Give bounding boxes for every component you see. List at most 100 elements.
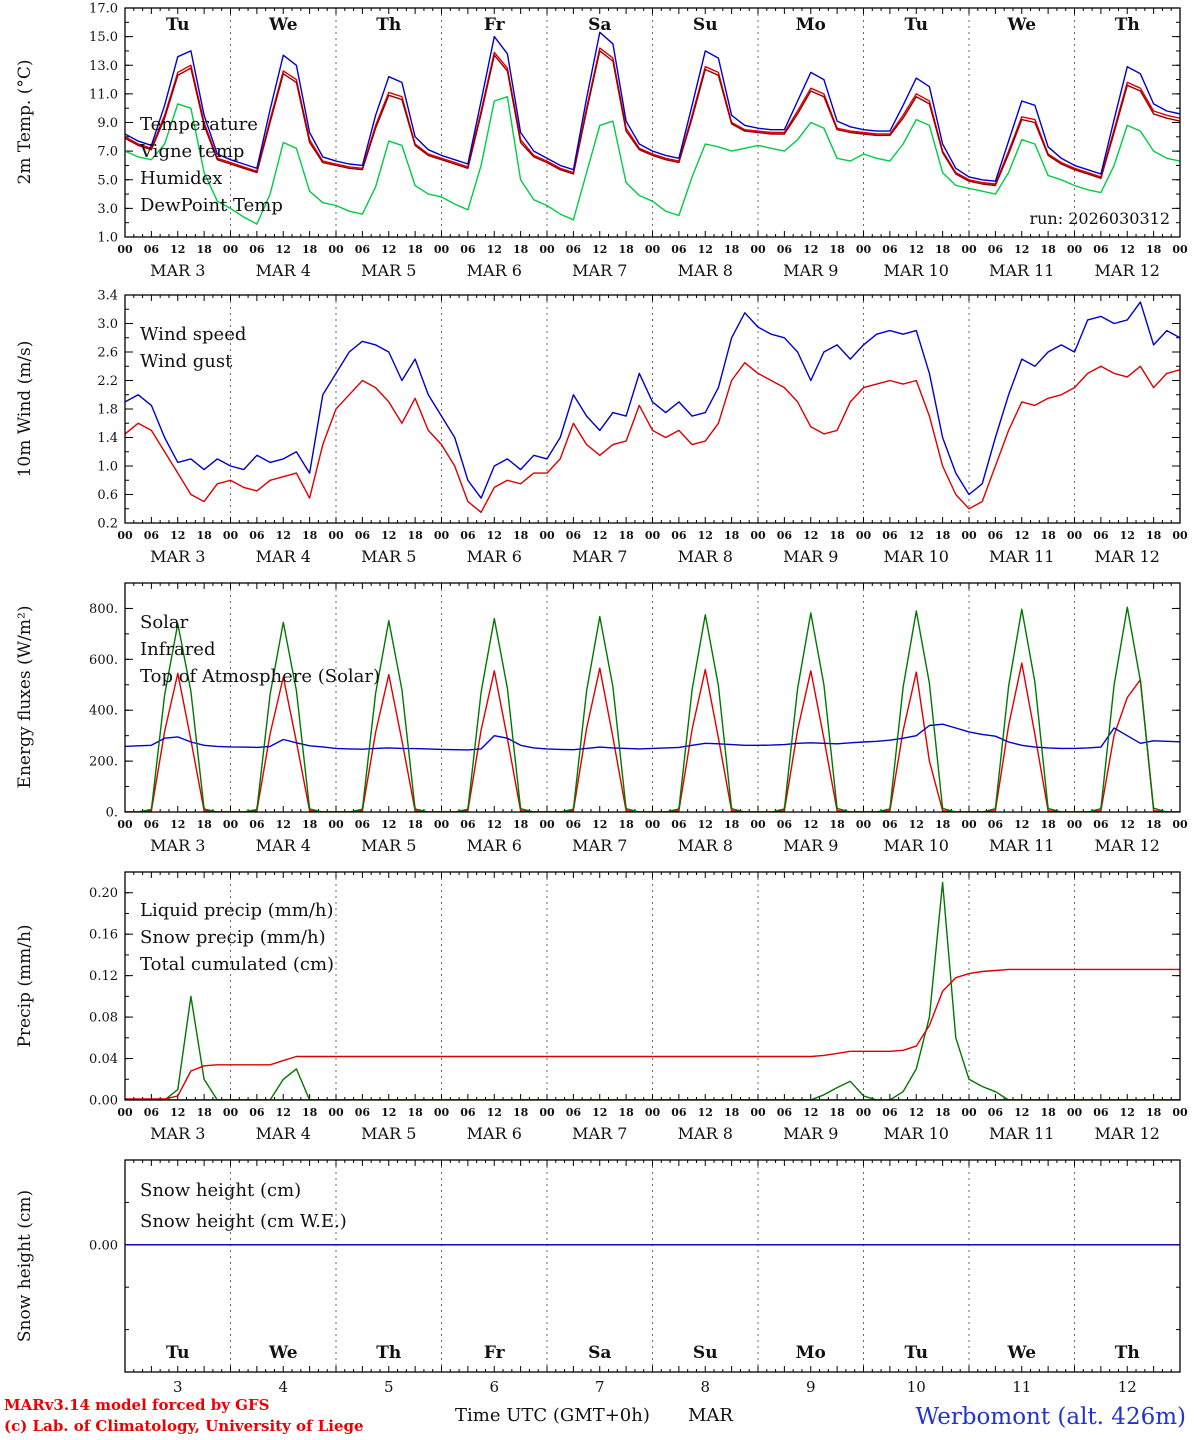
hour-label: 06 — [777, 1106, 793, 1119]
hour-label: 06 — [566, 818, 582, 831]
hour-label: 00 — [645, 529, 661, 542]
series-dewpoint — [125, 95, 1180, 225]
hour-label: 18 — [1040, 818, 1056, 831]
series-total-cumulated — [125, 968, 1180, 1100]
y-tick-label: 400. — [89, 704, 118, 719]
hour-label: 12 — [1014, 243, 1029, 256]
hour-label: 12 — [381, 243, 396, 256]
date-label: MAR 7 — [572, 1124, 627, 1143]
date-label: MAR 3 — [150, 836, 205, 855]
hour-label: 12 — [1120, 243, 1135, 256]
hour-label: 18 — [1146, 243, 1162, 256]
hour-label: 12 — [909, 243, 924, 256]
date-label: MAR 3 — [150, 1124, 205, 1143]
hour-label: 00 — [961, 529, 977, 542]
legend-snow-height: Snow height (cm) — [140, 1180, 301, 1201]
hour-label: 00 — [1067, 529, 1083, 542]
legend-humidex: Humidex — [140, 168, 222, 189]
hour-label: 12 — [170, 818, 185, 831]
hour-label: 00 — [645, 1106, 661, 1119]
weekday-label: Tu — [905, 15, 928, 35]
date-label: MAR 11 — [989, 1124, 1054, 1143]
hour-label: 00 — [1067, 818, 1083, 831]
date-label: MAR 11 — [989, 261, 1054, 280]
hour-label: 18 — [513, 529, 529, 542]
hour-label: 06 — [777, 529, 793, 542]
hour-label: 06 — [249, 529, 265, 542]
y-ticks — [125, 294, 1180, 524]
date-label: MAR 9 — [783, 836, 838, 855]
hour-label: 06 — [144, 529, 160, 542]
hour-label: 06 — [566, 1106, 582, 1119]
hour-label: 12 — [1014, 1106, 1029, 1119]
hour-label: 18 — [829, 243, 845, 256]
hour-label: 00 — [117, 529, 133, 542]
panel-frame — [124, 294, 1181, 524]
y-tick-label: 3.4 — [97, 289, 118, 304]
y-tick-label: 0.04 — [89, 1052, 118, 1067]
hour-label: 18 — [829, 1106, 845, 1119]
hour-label: 12 — [592, 818, 607, 831]
date-label: MAR 9 — [783, 1124, 838, 1143]
weekday-label-bottom: Sa — [588, 1343, 611, 1363]
hour-label: 06 — [355, 529, 371, 542]
hour-label: 18 — [935, 818, 951, 831]
y-axis-title-precip: Precip (mm/h) — [15, 924, 35, 1047]
weekday-label: Tu — [166, 15, 189, 35]
hour-label: 18 — [1040, 529, 1056, 542]
date-label: MAR 9 — [783, 547, 838, 566]
y-tick-label: 17.0 — [89, 2, 118, 17]
hour-label: 18 — [407, 818, 423, 831]
hour-label: 00 — [328, 818, 344, 831]
y-tick-label: 0. — [106, 806, 118, 821]
series-vigne-temp — [125, 50, 1180, 187]
hour-label: 00 — [223, 818, 239, 831]
y-tick-label: 0.00 — [89, 1094, 118, 1109]
hour-label: 00 — [434, 243, 450, 256]
legend-total-cumulated: Total cumulated (cm) — [140, 954, 334, 975]
hour-label: 18 — [407, 1106, 423, 1119]
weekday-label-bottom: We — [268, 1343, 298, 1363]
day-number-label: 3 — [173, 1378, 183, 1396]
series-humidex — [125, 31, 1180, 182]
plot-layer: 1.0 3.0 5.0 7.0 9.0 11.0 13.0 15.0 17.0 Temperatu… — [89, 2, 1188, 1397]
day-number-label: 4 — [278, 1378, 288, 1396]
hour-label: 12 — [1120, 529, 1135, 542]
hour-label: 12 — [381, 818, 396, 831]
hour-label: 00 — [750, 818, 766, 831]
hour-label: 06 — [882, 1106, 898, 1119]
hour-label: 00 — [1172, 818, 1188, 831]
hour-label: 18 — [829, 529, 845, 542]
hour-label: 00 — [856, 529, 872, 542]
panel-wind-10m: 0.2 0.6 1.0 1.4 1.8 2.2 2.6 3.0 3.4 Wind speed Win… — [97, 289, 1188, 567]
y-tick-label: 1.8 — [97, 403, 118, 418]
series-wind-speed — [125, 362, 1180, 513]
hour-label: 06 — [882, 243, 898, 256]
hour-label: 18 — [618, 529, 634, 542]
legend-wind-gust: Wind gust — [140, 351, 233, 372]
hour-label: 18 — [935, 1106, 951, 1119]
weekday-label: We — [1006, 15, 1036, 35]
hour-label: 18 — [724, 529, 740, 542]
y-tick-label: 0.16 — [89, 928, 118, 943]
date-label: MAR 10 — [884, 547, 949, 566]
date-label: MAR 8 — [678, 836, 733, 855]
day-gridlines — [230, 872, 1075, 1100]
hour-label: 12 — [1014, 818, 1029, 831]
hour-label: 18 — [196, 529, 212, 542]
hour-label: 06 — [460, 818, 476, 831]
hour-label: 06 — [882, 529, 898, 542]
hour-label: 00 — [434, 1106, 450, 1119]
hour-label: 12 — [381, 529, 396, 542]
hour-label: 12 — [909, 1106, 924, 1119]
weekday-label: Fr — [484, 15, 506, 35]
hour-label: 18 — [196, 243, 212, 256]
hour-label: 06 — [1093, 529, 1109, 542]
hour-label: 18 — [1146, 1106, 1162, 1119]
hour-label: 12 — [698, 1106, 713, 1119]
y-axis-title-wind: 10m Wind (m/s) — [15, 341, 35, 478]
hour-label: 18 — [196, 818, 212, 831]
hour-label: 06 — [355, 243, 371, 256]
series-wind-gust — [125, 301, 1180, 499]
